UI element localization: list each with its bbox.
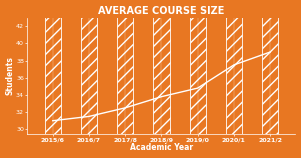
Bar — [153, 0, 169, 134]
Bar — [262, 0, 278, 134]
Bar — [190, 0, 206, 134]
Title: AVERAGE COURSE SIZE: AVERAGE COURSE SIZE — [98, 6, 225, 15]
Bar — [45, 0, 61, 134]
Bar — [117, 0, 133, 134]
Y-axis label: Students: Students — [5, 56, 14, 95]
Bar — [226, 0, 242, 134]
X-axis label: Academic Year: Academic Year — [130, 143, 193, 152]
Bar — [81, 0, 97, 134]
